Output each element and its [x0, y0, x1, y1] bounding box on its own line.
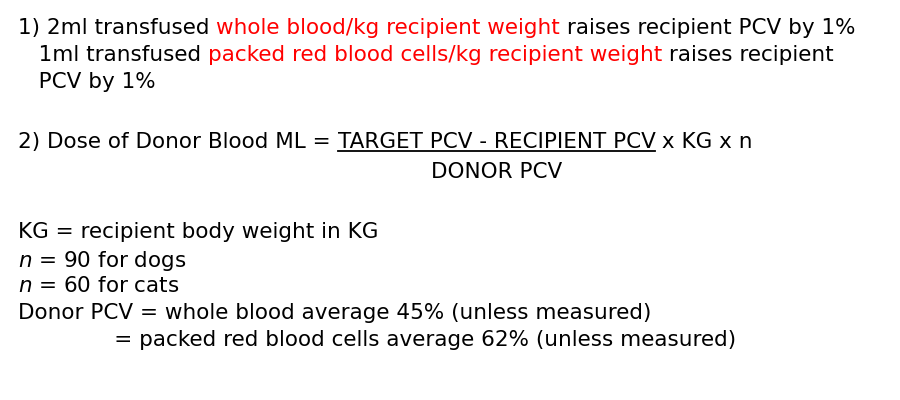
Text: KG = recipient body weight in KG: KG = recipient body weight in KG	[18, 222, 378, 242]
Text: raises recipient PCV by 1%: raises recipient PCV by 1%	[560, 18, 856, 38]
Text: $n$ = 90 for dogs: $n$ = 90 for dogs	[18, 249, 186, 273]
Text: raises recipient: raises recipient	[662, 45, 834, 65]
Text: PCV by 1%: PCV by 1%	[18, 72, 156, 92]
Text: 1) 2ml transfused: 1) 2ml transfused	[18, 18, 216, 38]
Text: TARGET PCV - RECIPIENT PCV: TARGET PCV - RECIPIENT PCV	[338, 132, 655, 152]
Text: whole blood/kg recipient weight: whole blood/kg recipient weight	[216, 18, 560, 38]
Text: 2) Dose of Donor Blood ML =: 2) Dose of Donor Blood ML =	[18, 132, 338, 152]
Text: DONOR PCV: DONOR PCV	[431, 162, 562, 182]
Text: packed red blood cells/kg recipient weight: packed red blood cells/kg recipient weig…	[208, 45, 662, 65]
Text: $n$ = 60 for cats: $n$ = 60 for cats	[18, 276, 179, 296]
Text: 1ml transfused: 1ml transfused	[18, 45, 208, 65]
Text: Donor PCV = whole blood average 45% (unless measured): Donor PCV = whole blood average 45% (unl…	[18, 303, 652, 323]
Text: x KG x n: x KG x n	[655, 132, 753, 152]
Text: = packed red blood cells average 62% (unless measured): = packed red blood cells average 62% (un…	[18, 330, 736, 350]
